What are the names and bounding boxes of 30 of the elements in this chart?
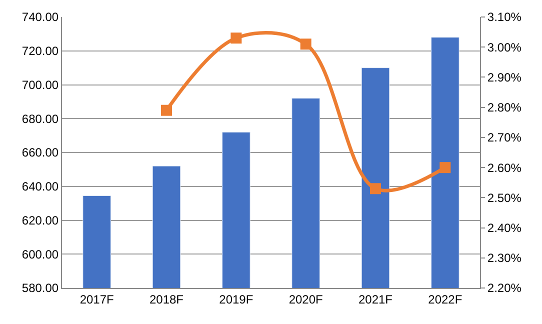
- point: [230, 32, 242, 44]
- x-tick-label: 2019F: [219, 292, 254, 306]
- y2-tick-label: 2.20%: [487, 281, 522, 296]
- point: [440, 162, 451, 174]
- y2-tick-label: 2.80%: [487, 100, 522, 115]
- y2-tick-label: 3.10%: [487, 10, 522, 24]
- y-tick-label: 580.00: [22, 281, 59, 296]
- point: [370, 183, 381, 194]
- y2-tick-label: 2.30%: [487, 251, 522, 266]
- y-tick-label: 600.00: [22, 247, 59, 262]
- x-tick-label: 2021F: [358, 292, 393, 306]
- y2-tick-label: 2.70%: [487, 130, 522, 145]
- y-tick-label: 640.00: [22, 180, 59, 194]
- x-tick-label: 2017F: [80, 292, 114, 306]
- y-tick-label: 620.00: [22, 213, 59, 228]
- y-tick-label: 680.00: [22, 112, 59, 126]
- point: [161, 104, 172, 116]
- y2-tick-label: 2.90%: [487, 70, 522, 84]
- y2-tick-label: 2.40%: [487, 220, 522, 235]
- y2-tick-label: 2.60%: [487, 160, 522, 175]
- y2-tick-label: 2.50%: [487, 190, 522, 205]
- y-tick-label: 700.00: [22, 78, 59, 92]
- x-tick-label: 2022F: [428, 292, 462, 306]
- y-tick-label: 660.00: [22, 146, 59, 160]
- x-tick-label: 2020F: [288, 292, 323, 306]
- y-tick-label: 720.00: [22, 44, 59, 58]
- point: [300, 38, 312, 50]
- y2-tick-label: 3.00%: [487, 40, 522, 54]
- x-tick-label: 2018F: [149, 292, 184, 306]
- y-tick-label: 740.00: [22, 10, 59, 24]
